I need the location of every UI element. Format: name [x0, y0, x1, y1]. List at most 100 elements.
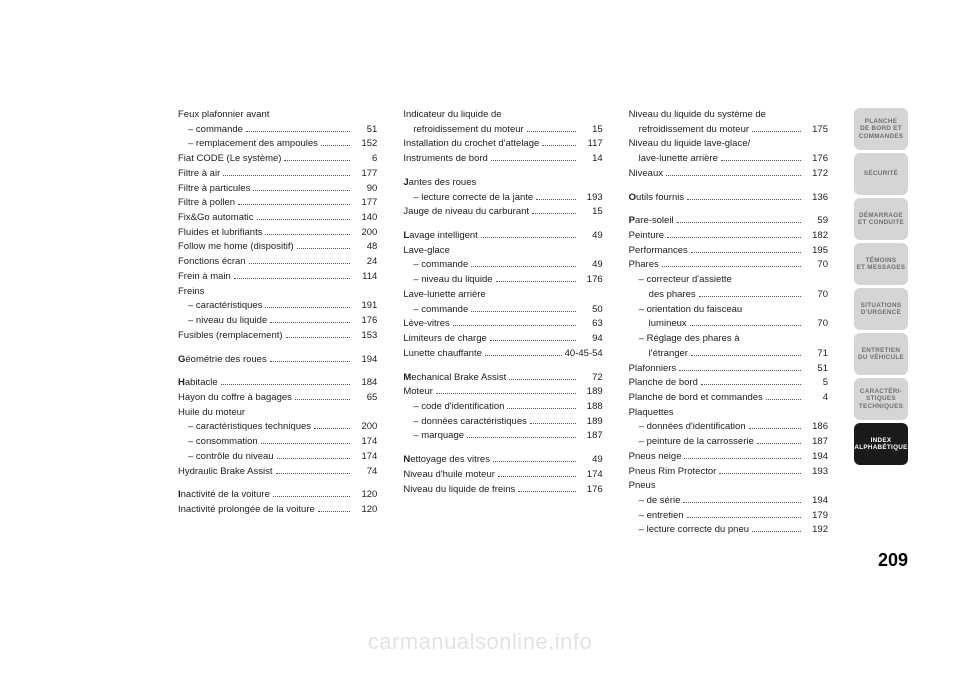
leader-dots	[683, 502, 801, 503]
index-label: Habitacle	[178, 376, 218, 391]
index-page: 192	[804, 523, 828, 538]
index-label: Planche de bord	[629, 376, 698, 391]
index-entry: Plafonniers51	[629, 362, 828, 377]
index-label: Niveau du liquide de freins	[403, 483, 515, 498]
leader-dots	[699, 296, 801, 297]
leader-dots	[687, 517, 801, 518]
index-page: 186	[804, 420, 828, 435]
index-page: 176	[579, 483, 603, 498]
leader-dots	[436, 393, 576, 394]
side-tab[interactable]: CARACTÉRI-STIQUESTECHNIQUES	[854, 378, 908, 420]
watermark: carmanualsonline.info	[0, 629, 960, 655]
index-label: Indicateur du liquide de	[403, 108, 501, 123]
index-entry: – commande51	[178, 123, 377, 138]
index-label: Fix&Go automatic	[178, 211, 254, 226]
side-tab[interactable]: ENTRETIENDU VÉHICULE	[854, 333, 908, 375]
index-entry: Filtre à particules90	[178, 182, 377, 197]
index-label: – marquage	[403, 429, 464, 444]
index-entry: Instruments de bord 14	[403, 152, 602, 167]
index-label: Feux plafonnier avant	[178, 108, 269, 123]
index-label: Inactivité de la voiture	[178, 488, 270, 503]
index-label: Instruments de bord	[403, 152, 488, 167]
index-page: 120	[353, 488, 377, 503]
index-entry: – caractéristiques techniques200	[178, 420, 377, 435]
index-label: Fluides et lubrifiants	[178, 226, 262, 241]
index-label: Phares	[629, 258, 659, 273]
leader-dots	[471, 311, 575, 312]
spacer	[178, 367, 377, 376]
leader-dots	[498, 476, 576, 477]
index-entry: Lave-lunette arrière	[403, 288, 602, 303]
index-entry: Jantes des roues	[403, 176, 602, 191]
spacer	[403, 167, 602, 176]
index-label: lumineux	[629, 317, 687, 332]
index-entry: Planche de bord5	[629, 376, 828, 391]
side-tab[interactable]: INDEXALPHABÉTIQUE	[854, 423, 908, 465]
index-entry: – données d'identification186	[629, 420, 828, 435]
index-page: 191	[353, 299, 377, 314]
tab-line: INDEX	[871, 437, 892, 444]
index-label: – commande	[178, 123, 243, 138]
index-label: Huile du moteur	[178, 406, 245, 421]
leader-dots	[690, 325, 801, 326]
index-page: 4	[804, 391, 828, 406]
index-label: Limiteurs de charge	[403, 332, 486, 347]
index-columns: Feux plafonnier avant– commande51– rempl…	[178, 108, 828, 538]
side-tabs: PLANCHEDE BORD ETCOMMANDESSÉCURITÉDÉMARR…	[854, 108, 908, 465]
index-label: des phares	[629, 288, 696, 303]
index-page: 71	[804, 347, 828, 362]
side-tab[interactable]: SITUATIONSD'URGENCE	[854, 288, 908, 330]
index-cap: H	[178, 377, 185, 388]
index-page: 49	[579, 258, 603, 273]
index-entry: – consommation174	[178, 435, 377, 450]
index-entry: Niveau du liquide lave-glace/	[629, 137, 828, 152]
side-tab[interactable]: PLANCHEDE BORD ETCOMMANDES	[854, 108, 908, 150]
index-label: – peinture de la carrosserie	[629, 435, 754, 450]
leader-dots	[532, 213, 576, 214]
index-label: – commande	[403, 258, 468, 273]
index-entry: Planche de bord et commandes 4	[629, 391, 828, 406]
index-label: Plaquettes	[629, 406, 674, 421]
index-entry: des phares 70	[629, 288, 828, 303]
index-entry: Pneus	[629, 479, 828, 494]
index-page: 175	[804, 123, 828, 138]
index-page: 117	[579, 137, 603, 152]
index-label: Performances	[629, 244, 688, 259]
leader-dots	[277, 458, 351, 459]
index-page: 140	[353, 211, 377, 226]
index-label: – orientation du faisceau	[629, 303, 743, 318]
index-page: 70	[804, 288, 828, 303]
index-label: – de série	[629, 494, 681, 509]
index-label: – niveau du liquide	[178, 314, 267, 329]
index-label: Planche de bord et commandes	[629, 391, 763, 406]
index-entry: – code d'identification188	[403, 400, 602, 415]
index-label: – commande	[403, 303, 468, 318]
index-entry: Feux plafonnier avant	[178, 108, 377, 123]
index-entry: – lecture correcte de la jante193	[403, 191, 602, 206]
index-entry: – caractéristiques191	[178, 299, 377, 314]
side-tab[interactable]: SÉCURITÉ	[854, 153, 908, 195]
index-entry: Hydraulic Brake Assist74	[178, 465, 377, 480]
index-page: 74	[353, 465, 377, 480]
leader-dots	[684, 458, 801, 459]
side-tab[interactable]: DÉMARRAGEET CONDUITE	[854, 198, 908, 240]
leader-dots	[270, 322, 350, 323]
index-page: 70	[804, 317, 828, 332]
leader-dots	[507, 408, 575, 409]
index-label: Pneus	[629, 479, 656, 494]
spacer	[403, 362, 602, 371]
index-entry: Niveaux172	[629, 167, 828, 182]
index-entry: – orientation du faisceau	[629, 303, 828, 318]
index-page: 195	[804, 244, 828, 259]
index-page: 14	[579, 152, 603, 167]
index-page: 172	[804, 167, 828, 182]
tab-line: STIQUES	[866, 395, 896, 402]
index-entry: Follow me home (dispositif)48	[178, 240, 377, 255]
index-entry: Niveau du liquide de freins 176	[403, 483, 602, 498]
spacer	[629, 205, 828, 214]
side-tab[interactable]: TÉMOINSET MESSAGES	[854, 243, 908, 285]
index-page: 90	[353, 182, 377, 197]
index-page: 6	[353, 152, 377, 167]
index-page: 49	[579, 453, 603, 468]
index-label: Fiat CODE (Le système)	[178, 152, 281, 167]
